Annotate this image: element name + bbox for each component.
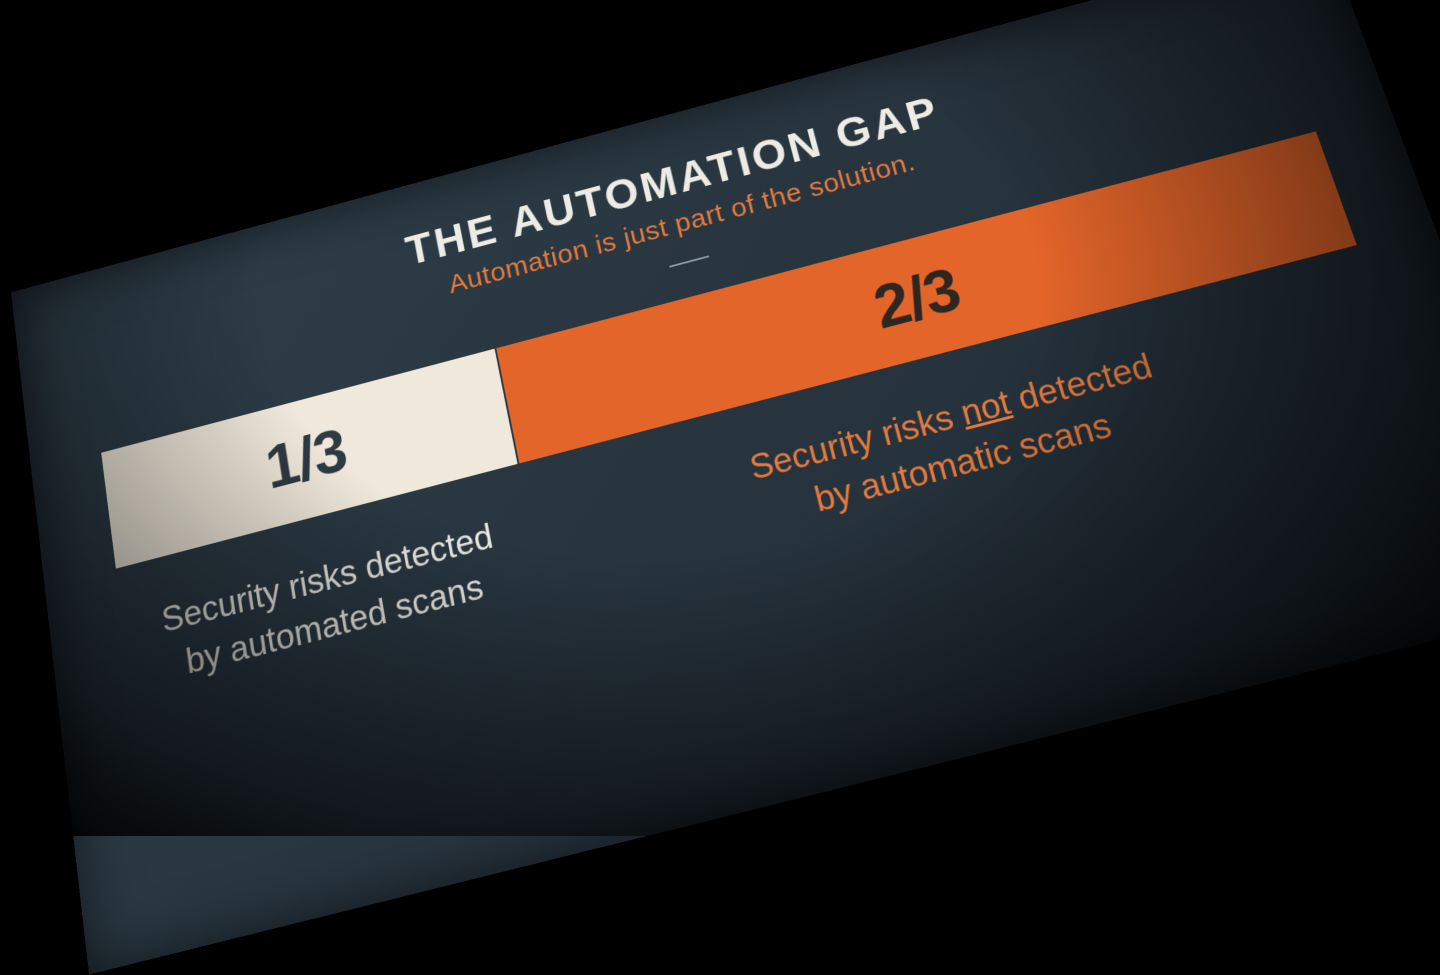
slide-card: THE AUTOMATION GAP Automation is just pa… [11, 0, 1440, 975]
title-divider [669, 255, 709, 267]
caption-not-detected-suffix: detected [1004, 346, 1157, 420]
slide-scene: THE AUTOMATION GAP Automation is just pa… [0, 48, 1440, 788]
